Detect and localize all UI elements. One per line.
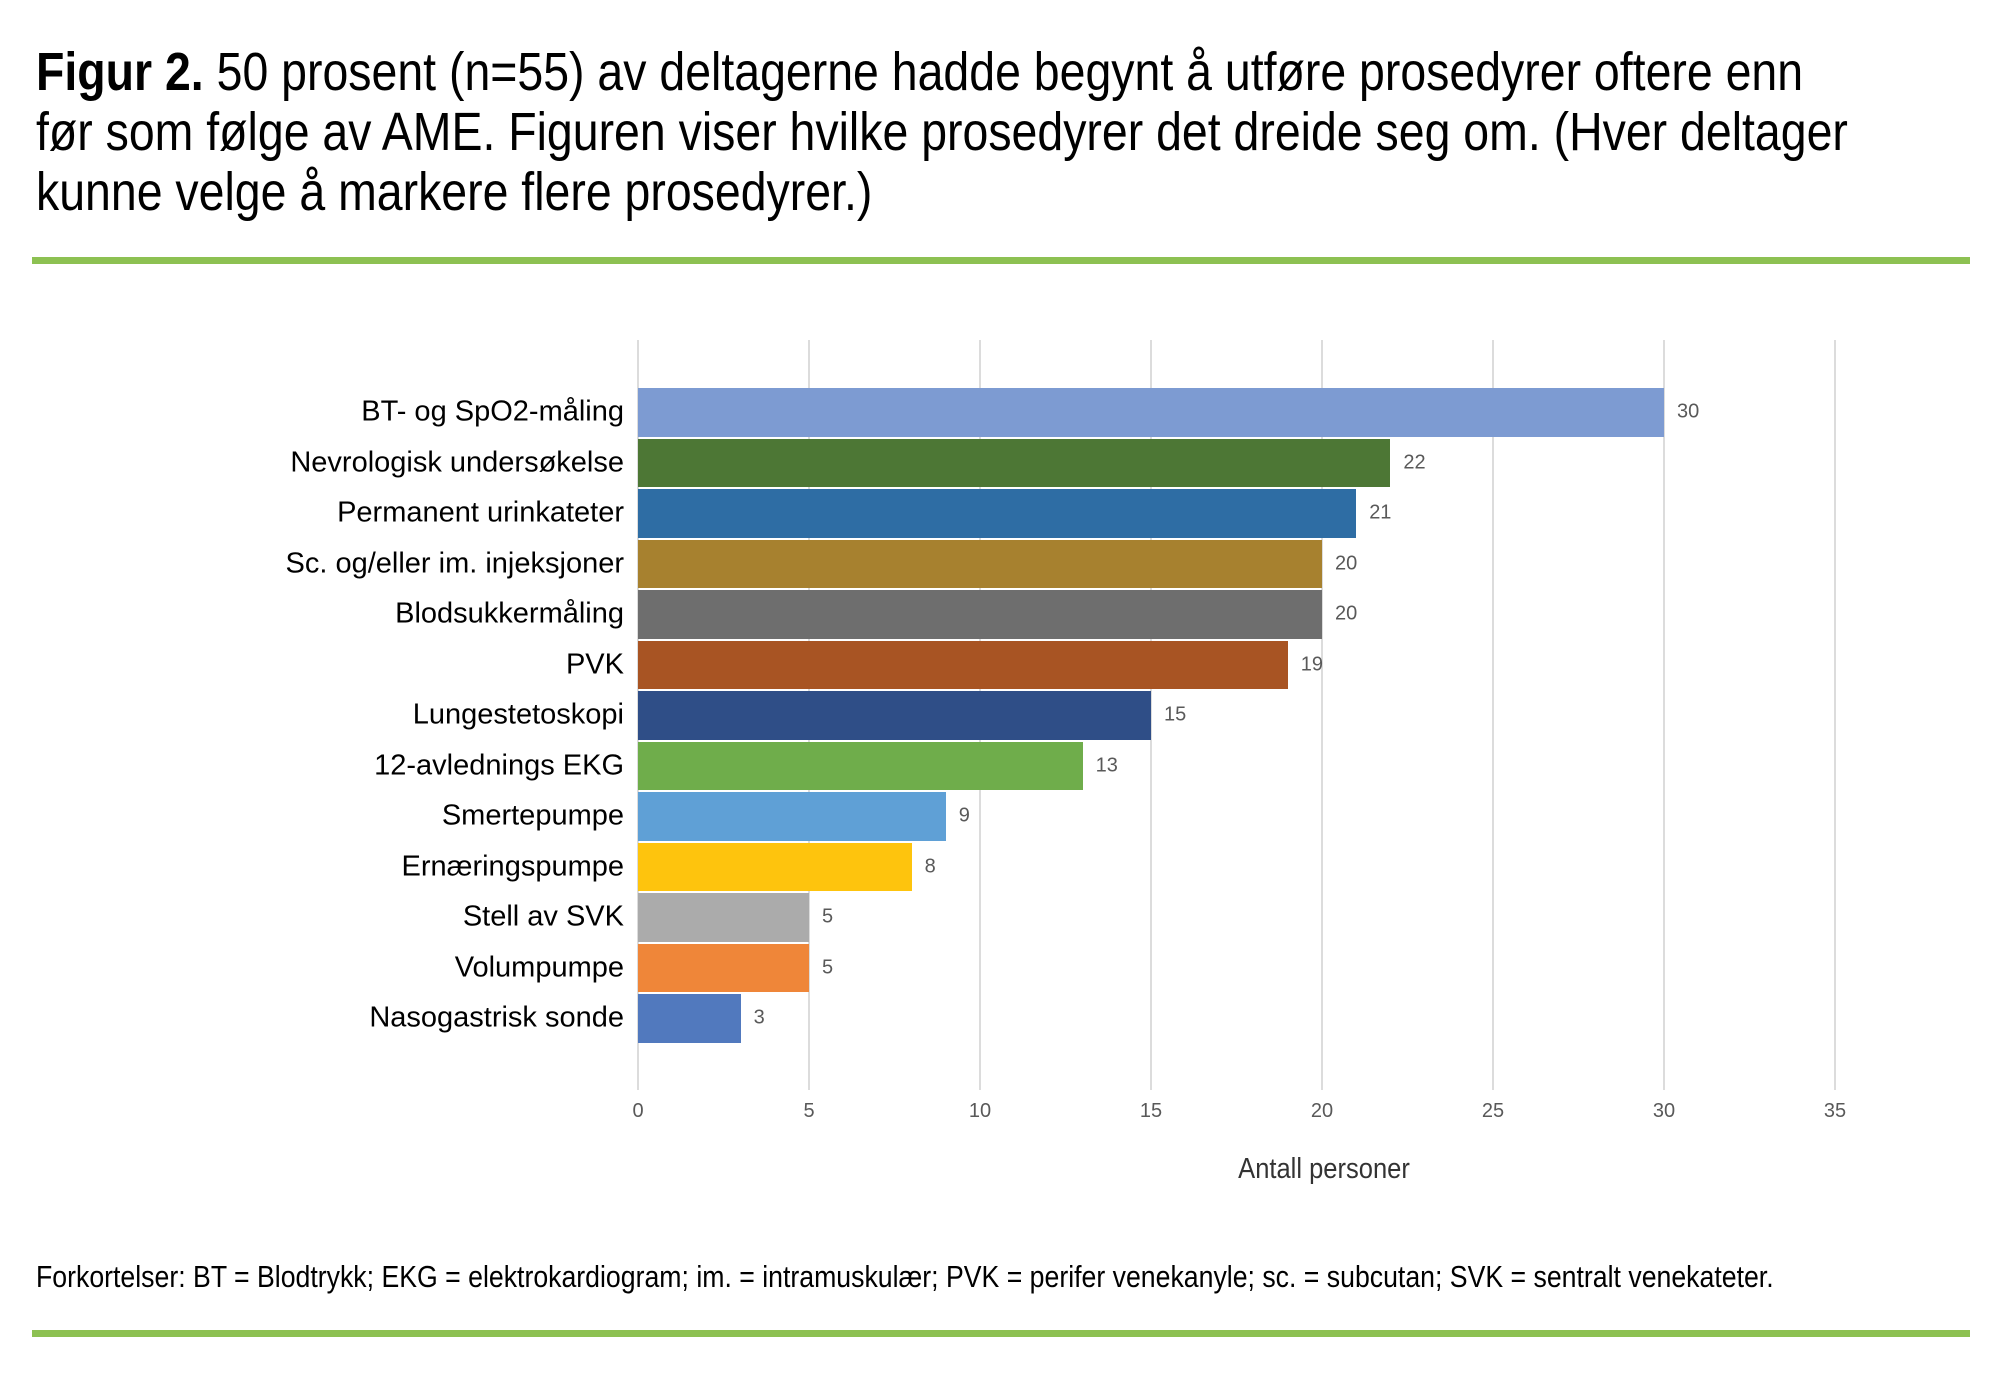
gridline [1834,340,1836,1090]
category-label: Ernæringspumpe [401,850,624,883]
caption-line-3: kunne velge å markere flere prosedyrer.) [36,162,873,222]
bar [638,691,1151,740]
x-tick-label: 10 [968,1100,992,1122]
category-label: BT- og SpO2-måling [361,395,624,428]
category-label: Smertepumpe [441,799,624,832]
category-label: PVK [565,648,624,681]
gridline [1492,340,1494,1090]
x-tick-label: 25 [1481,1100,1505,1122]
category-label: Stell av SVK [462,900,624,933]
bar [638,590,1322,639]
value-label: 19 [1300,653,1324,676]
gridline [1321,340,1323,1090]
caption-line-2: før som følge av AME. Figuren viser hvil… [36,102,1848,162]
bottom-divider [32,1330,1970,1337]
bar [638,741,1083,790]
x-tick-label: 5 [803,1100,815,1122]
figure-caption: Figur 2. 50 prosent (n=55) av deltagerne… [36,42,2000,222]
value-label: 9 [958,804,970,827]
caption-line-1: 50 prosent (n=55) av deltagerne hadde be… [216,42,1804,102]
category-label: 12-avlednings EKG [374,749,624,782]
bar [638,388,1664,437]
value-label: 13 [1095,754,1118,777]
x-axis-title: Antall personer [1238,1153,1410,1185]
bar [638,994,741,1043]
value-label: 5 [822,956,834,979]
value-label: 20 [1335,602,1358,625]
value-label: 5 [822,905,834,928]
category-label: Volumpumpe [454,951,624,984]
value-label: 8 [924,855,936,878]
figure-footnote: Forkortelser: BT = Blodtrykk; EKG = elek… [36,1259,1774,1294]
top-divider [32,257,1970,264]
x-tick-label: 20 [1310,1100,1334,1122]
x-tick-label: 0 [632,1100,644,1122]
category-label: Nasogastrisk sonde [369,1001,624,1034]
value-label: 22 [1403,451,1426,474]
bar [638,438,1391,487]
bar [638,640,1288,689]
caption-label: Figur 2. [36,42,204,102]
value-label: 20 [1335,552,1358,575]
value-label: 3 [753,1006,765,1029]
gridline [1663,340,1665,1090]
x-tick-label: 30 [1652,1100,1676,1122]
bar [638,489,1357,538]
category-label: Permanent urinkateter [337,496,624,529]
value-label: 30 [1677,400,1700,423]
category-label: Blodsukkermåling [395,597,624,630]
bar [638,842,912,891]
bar [638,539,1322,588]
category-label: Nevrologisk undersøkelse [290,446,624,479]
value-label: 15 [1164,703,1187,726]
x-tick-label: 15 [1139,1100,1163,1122]
category-label: Sc. og/eller im. injeksjoner [285,547,624,580]
x-tick-label: 35 [1823,1100,1847,1122]
value-label: 21 [1369,501,1392,524]
category-label: Lungestetoskopi [412,698,624,731]
gridline [1150,340,1152,1090]
bar [638,893,809,942]
bar [638,943,809,992]
bar [638,792,946,841]
